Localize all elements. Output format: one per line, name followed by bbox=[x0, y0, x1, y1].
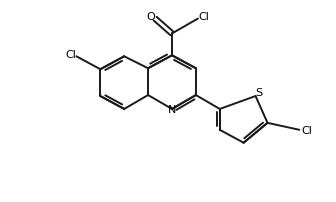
Text: S: S bbox=[255, 88, 262, 98]
Text: O: O bbox=[146, 12, 155, 22]
Text: Cl: Cl bbox=[199, 12, 209, 22]
Text: Cl: Cl bbox=[301, 126, 312, 136]
Text: Cl: Cl bbox=[65, 50, 76, 60]
Text: N: N bbox=[167, 105, 176, 115]
